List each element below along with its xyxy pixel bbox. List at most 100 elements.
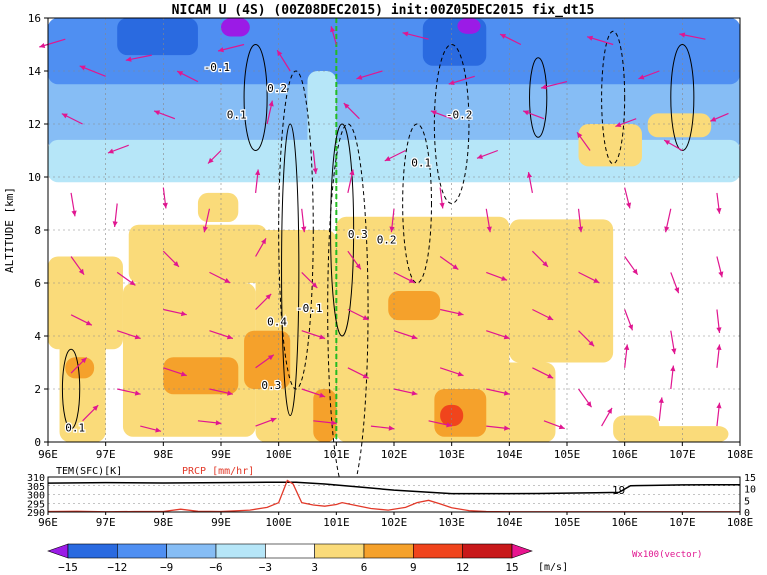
wind-vector — [716, 309, 722, 333]
wind-vector-head — [81, 357, 87, 364]
wind-vector — [162, 187, 168, 209]
wind-vector-head — [615, 122, 622, 128]
y-tick-label: 2 — [34, 383, 41, 396]
wind-vector — [578, 271, 600, 284]
chart-title: NICAM U (4S) (00Z08DEC2015) init:00Z05DE… — [172, 3, 595, 18]
wind-vector — [276, 49, 291, 72]
prcp-tick-label: 10 — [744, 485, 756, 496]
wind-vector-head — [78, 268, 85, 275]
colorbar-swatch — [462, 543, 513, 559]
surface-gridlines — [48, 485, 740, 504]
wind-vector-head — [439, 202, 445, 209]
surface-x-tick-label: 107E — [669, 516, 696, 529]
tem-line — [47, 481, 740, 495]
wind-vector — [430, 110, 452, 120]
wind-vector-head — [267, 354, 274, 361]
wind-vector — [176, 70, 199, 83]
contour-label: -0.2 — [446, 109, 473, 122]
surface-x-tick-label: 99E — [211, 516, 231, 529]
contour-label: 0.2 — [377, 233, 397, 246]
wind-vector — [70, 357, 88, 374]
wind-vector — [117, 388, 141, 396]
wind-region — [163, 357, 239, 395]
wind-vector-head — [389, 226, 395, 233]
y-tick-label: 14 — [28, 65, 42, 78]
wind-vector — [82, 404, 99, 422]
wind-vector-head — [331, 420, 337, 426]
wind-vector — [532, 367, 554, 379]
wind-vector — [638, 70, 660, 80]
wind-vector-head — [710, 116, 717, 122]
x-tick-label: 98E — [153, 448, 173, 461]
colorbar-label: −3 — [259, 561, 272, 574]
wind-vector-head — [227, 390, 233, 396]
colorbar-label: 12 — [456, 561, 469, 574]
wind-vector-head — [503, 334, 510, 340]
wind-vector — [330, 26, 337, 45]
wind-vector-head — [500, 34, 507, 39]
wind-vector — [343, 102, 360, 120]
wind-vector-head — [330, 26, 336, 33]
y-axis-label: ALTITUDE [km] — [3, 187, 16, 273]
contour-line — [61, 348, 81, 430]
wind-vector — [486, 425, 510, 431]
colorbar-swatch — [117, 543, 167, 559]
colorbar-label: 9 — [410, 561, 417, 574]
tem-legend-label: TEM(SFC)[K] — [56, 466, 122, 477]
wind-vector — [393, 330, 418, 340]
contour-label: -0.1 — [296, 302, 323, 315]
wind-region — [48, 256, 123, 350]
prcp-tick-label: 0 — [744, 508, 750, 519]
wind-vector-head — [486, 226, 492, 233]
surface-panel: TEM(SFC)[K] PRCP [mm/hr] 19 290295300305… — [27, 466, 756, 529]
wind-vector — [209, 388, 233, 396]
wind-vector — [576, 131, 591, 151]
contour-line — [330, 123, 355, 337]
wind-vector-head — [638, 74, 645, 80]
wind-vector — [393, 271, 416, 284]
wind-vector-head — [79, 65, 86, 71]
colorbar-swatch — [67, 543, 118, 559]
wind-vector — [531, 250, 549, 268]
wind-vector-head — [628, 324, 634, 331]
wind-vector — [499, 33, 522, 46]
wind-vector — [112, 203, 118, 227]
wind-vector-head — [343, 103, 350, 109]
wind-vector — [347, 367, 369, 379]
surface-x-tick-label: 106E — [611, 516, 638, 529]
surface-x-tick-label: 103E — [438, 516, 465, 529]
wind-vector-head — [224, 278, 231, 283]
wind-vector-head — [173, 261, 179, 267]
x-tick-label: 99E — [211, 448, 231, 461]
wind-vector-head — [162, 202, 168, 209]
wind-vector — [716, 402, 722, 427]
main-panel: -0.1 0.1 0.2 0.3 0.4 -0.2 0.1 -0.1 0.1 0.2 0.3 96E… — [3, 12, 753, 496]
wind-vector-head — [588, 340, 595, 347]
wind-vector — [402, 31, 429, 40]
tem-tick-label: 310 — [27, 473, 45, 484]
wind-vector — [202, 208, 211, 233]
contour-label: -0.1 — [204, 61, 231, 74]
wind-vector — [624, 309, 634, 331]
wind-vector-head — [664, 226, 670, 233]
wind-vector-head — [430, 110, 437, 116]
tem-tick-label: 305 — [27, 482, 45, 493]
surface-x-tick-label: 108E — [727, 516, 754, 529]
wind-vector — [209, 330, 234, 340]
wind-vector — [532, 308, 554, 321]
y-tick-label: 16 — [28, 12, 41, 25]
wind-vector — [313, 420, 337, 426]
wind-vector-head — [541, 84, 547, 90]
wind-vector-head — [448, 80, 455, 86]
wind-region — [647, 113, 712, 138]
wind-vector — [716, 344, 722, 368]
wind-region — [624, 426, 729, 442]
wind-vector — [255, 293, 272, 310]
wind-vector — [577, 208, 584, 233]
wind-region — [313, 389, 337, 442]
wind-vector — [615, 118, 637, 128]
wind-vector — [664, 208, 672, 233]
wind-vector-head — [526, 172, 533, 178]
